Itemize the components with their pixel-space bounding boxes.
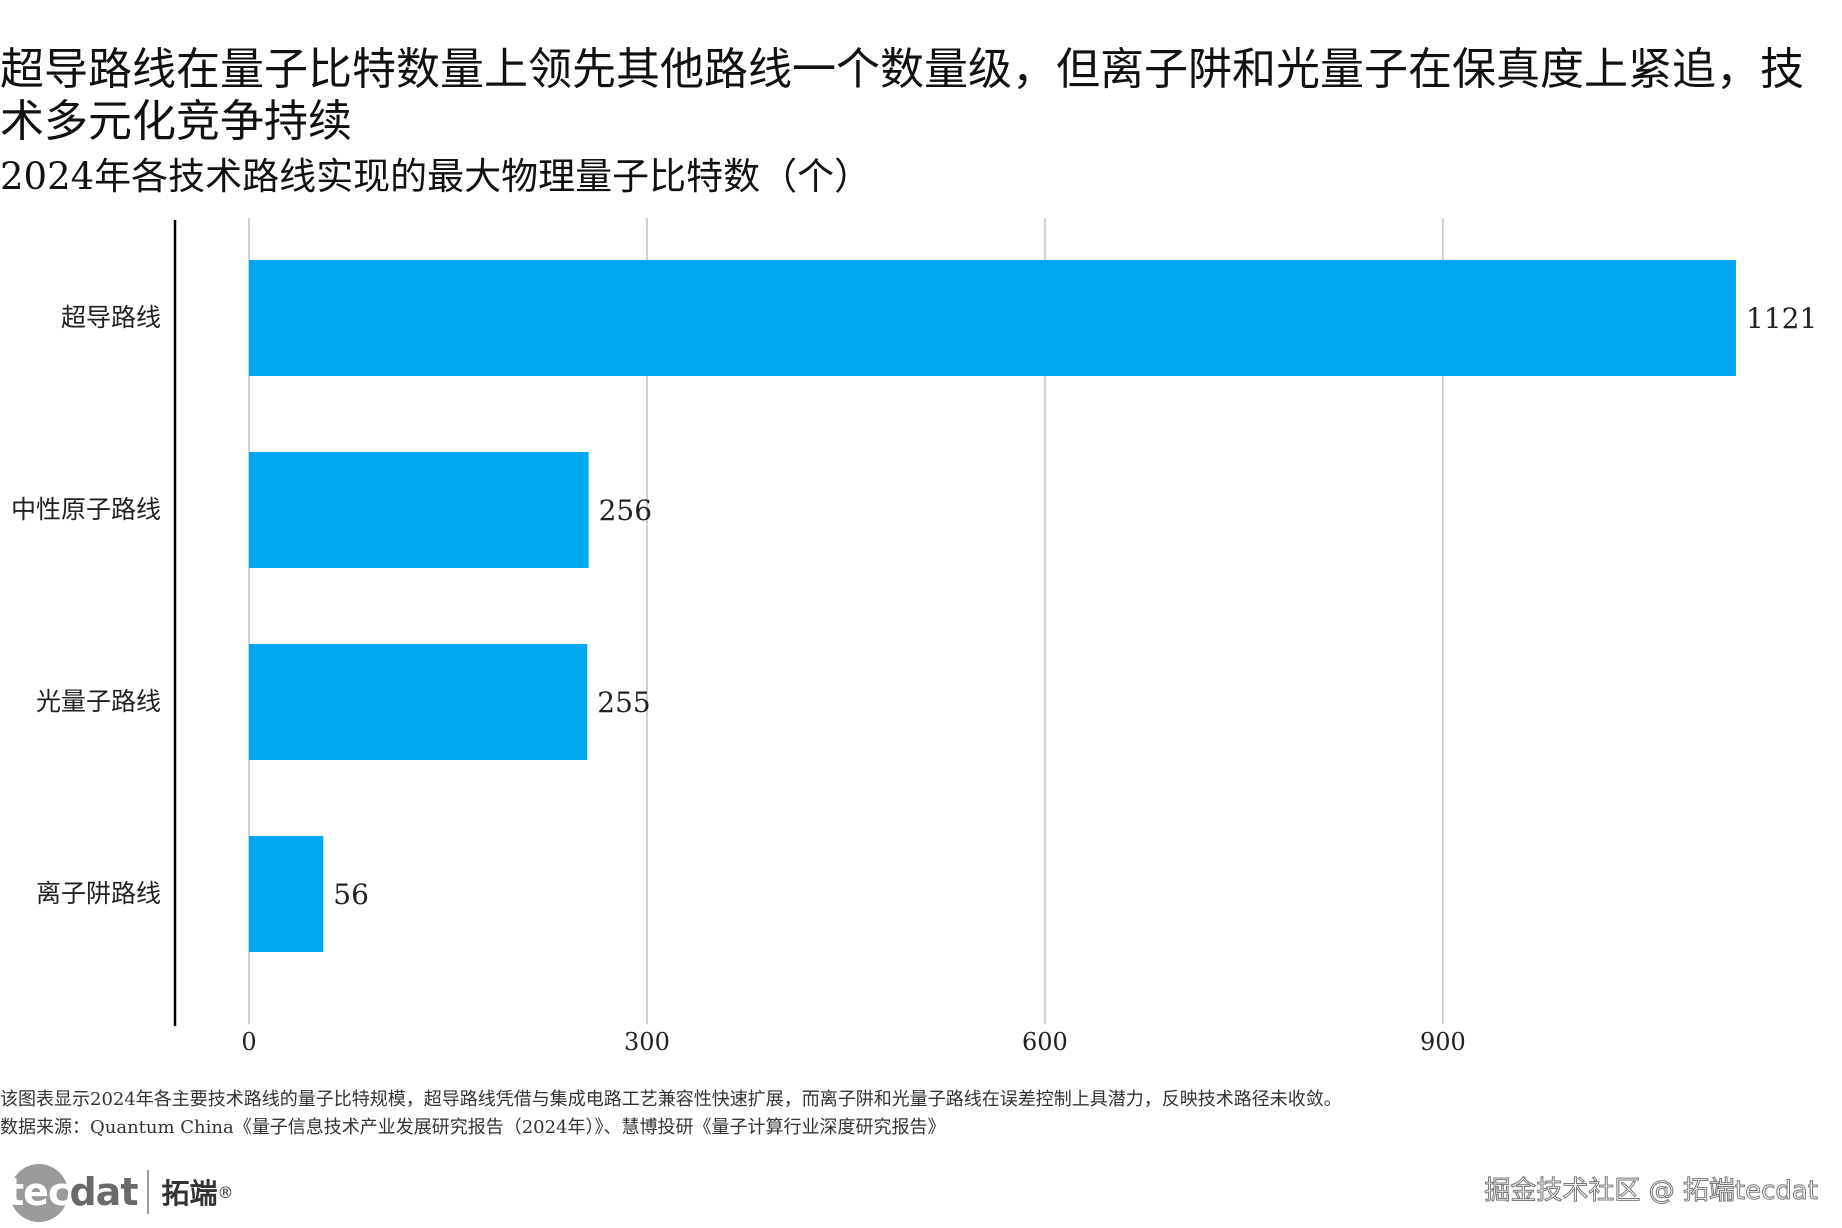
- category-label: 中性原子路线: [11, 495, 161, 524]
- x-tick-label: 0: [241, 1028, 256, 1056]
- category-label: 离子阱路线: [36, 879, 161, 908]
- logo-cn: 拓端: [161, 1177, 218, 1210]
- watermark: 掘金技术社区 @ 拓端tecdat: [1484, 1176, 1819, 1207]
- logo-divider: [147, 1170, 150, 1214]
- tecdat-logo: tecdat 拓端 ®: [4, 1160, 234, 1224]
- bar: [249, 260, 1736, 376]
- logo-registered-mark: ®: [217, 1182, 234, 1202]
- logo-dat: dat: [69, 1170, 138, 1214]
- data-label: 56: [333, 878, 369, 911]
- category-label: 光量子路线: [36, 687, 161, 716]
- data-label: 255: [597, 686, 650, 719]
- data-source: 数据来源：Quantum China《量子信息技术产业发展研究报告（2024年）…: [0, 1117, 946, 1138]
- data-label: 1121: [1746, 302, 1817, 335]
- chart-subtitle: 2024年各技术路线实现的最大物理量子比特数（个）: [0, 155, 872, 198]
- chart-title: 超导路线在量子比特数量上领先其他路线一个数量级，但离子阱和光量子在保真度上紧追，…: [0, 44, 1804, 147]
- x-tick-label: 600: [1022, 1028, 1068, 1056]
- bar: [249, 836, 324, 952]
- logo-tec: tec: [6, 1170, 70, 1214]
- bar: [249, 452, 589, 568]
- bar: [249, 644, 588, 760]
- x-tick-label: 300: [624, 1028, 670, 1056]
- logo-circle-icon: [10, 1164, 68, 1222]
- x-tick-label: 900: [1420, 1028, 1466, 1056]
- category-label: 超导路线: [61, 303, 161, 332]
- data-label: 256: [599, 494, 652, 527]
- chart-description: 该图表显示2024年各主要技术路线的量子比特规模，超导路线凭借与集成电路工艺兼容…: [0, 1089, 1342, 1110]
